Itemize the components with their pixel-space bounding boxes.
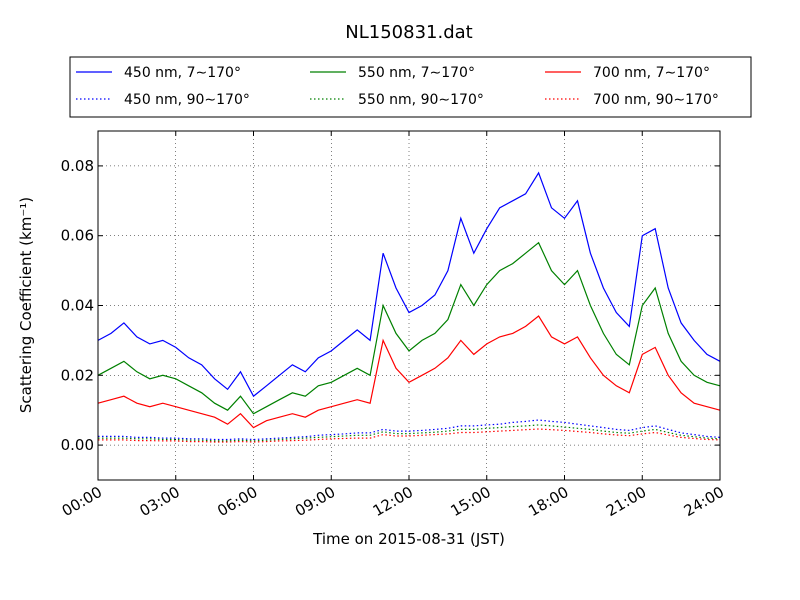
y-tick-label: 0.06 bbox=[61, 227, 94, 245]
x-tick-label: 24:00 bbox=[681, 483, 727, 520]
y-tick-label: 0.08 bbox=[61, 157, 94, 175]
legend-label: 700 nm, 7∼170° bbox=[593, 65, 710, 81]
x-tick-label: 12:00 bbox=[370, 483, 416, 520]
y-tick-label: 0.04 bbox=[61, 297, 94, 315]
legend-label: 450 nm, 7∼170° bbox=[124, 65, 241, 81]
series-layer bbox=[97, 171, 721, 443]
series-line-700-nm-7-170- bbox=[97, 315, 721, 429]
y-axis-label: Scattering Coefficient (km⁻¹) bbox=[17, 197, 35, 413]
legend-label: 700 nm, 90∼170° bbox=[593, 92, 719, 108]
legend-box bbox=[69, 56, 752, 118]
legend-label: 550 nm, 90∼170° bbox=[358, 92, 484, 108]
x-tick-label: 21:00 bbox=[603, 483, 649, 520]
legend-label: 550 nm, 7∼170° bbox=[358, 65, 475, 81]
series-line-450-nm-90-170- bbox=[98, 419, 721, 441]
chart-title: NL150831.dat bbox=[345, 22, 472, 43]
legend-label: 450 nm, 90∼170° bbox=[124, 92, 250, 108]
x-tick-label: 18:00 bbox=[525, 483, 571, 520]
x-axis-label: Time on 2015-08-31 (JST) bbox=[312, 530, 505, 548]
x-tick-label: 15:00 bbox=[448, 483, 494, 520]
y-tick-label: 0.00 bbox=[61, 436, 94, 454]
x-tick-label: 06:00 bbox=[214, 483, 260, 520]
x-tick-label: 00:00 bbox=[59, 483, 105, 520]
series-line-450-nm-7-170- bbox=[97, 171, 721, 398]
series-line-550-nm-7-170- bbox=[97, 241, 721, 415]
y-tick-label: 0.02 bbox=[61, 366, 94, 384]
legend: 450 nm, 7∼170° 450 nm, 90∼170° 550 nm, 7∼1… bbox=[76, 65, 719, 108]
plot-area bbox=[98, 131, 720, 480]
x-tick-label: 09:00 bbox=[292, 483, 338, 520]
x-tick-label: 03:00 bbox=[137, 483, 183, 520]
